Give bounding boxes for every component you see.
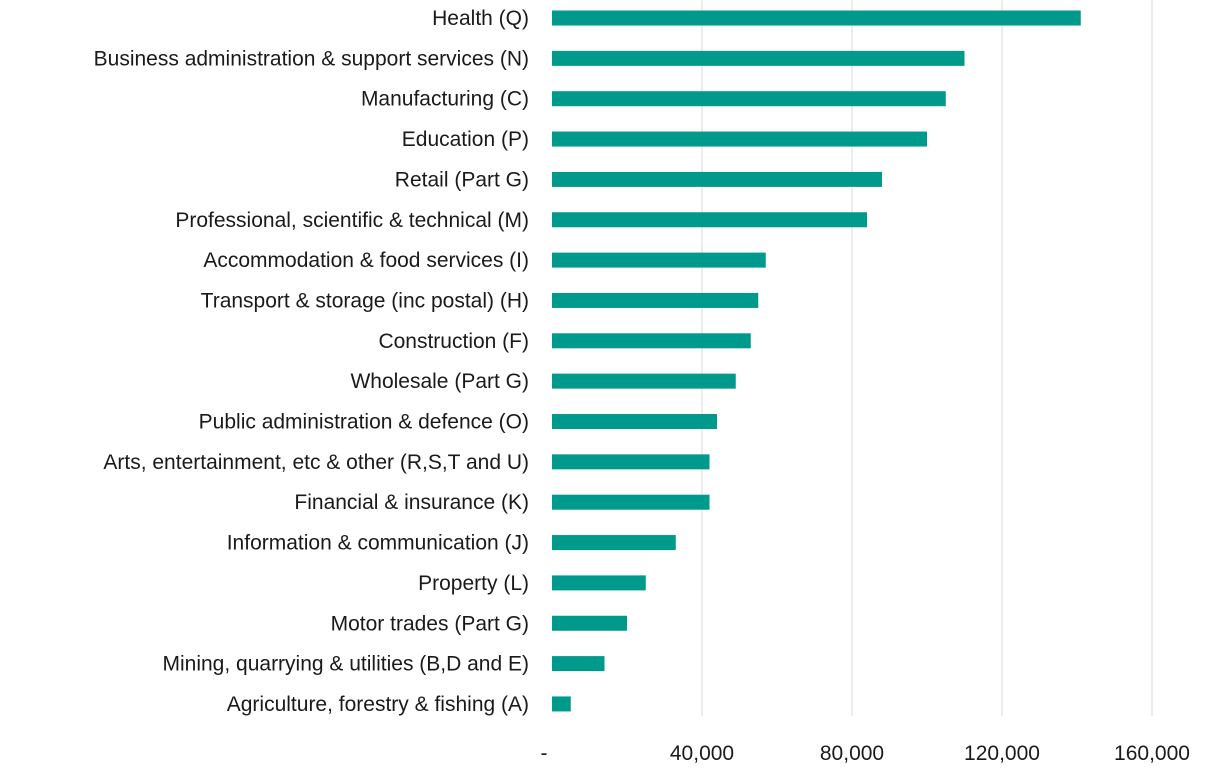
category-label: Accommodation & food services (I)	[203, 249, 529, 272]
x-tick-label: -	[541, 742, 548, 765]
x-tick-label: 120,000	[964, 742, 1040, 765]
category-label: Retail (Part G)	[395, 168, 529, 191]
category-label: Motor trades (Part G)	[331, 612, 529, 635]
bar	[552, 656, 605, 672]
bar	[552, 131, 927, 147]
bar	[552, 494, 710, 510]
bar	[552, 696, 571, 712]
category-label: Professional, scientific & technical (M)	[175, 209, 529, 232]
category-label: Property (L)	[418, 572, 529, 595]
x-tick-label: 160,000	[1114, 742, 1190, 765]
bar	[552, 50, 965, 66]
category-label: Agriculture, forestry & fishing (A)	[227, 693, 529, 716]
category-label: Mining, quarrying & utilities (B,D and E…	[163, 653, 530, 676]
x-tick-label: 80,000	[820, 742, 884, 765]
bar	[552, 414, 717, 429]
category-label: Manufacturing (C)	[361, 88, 529, 111]
bar	[552, 91, 946, 107]
category-label: Arts, entertainment, etc & other (R,S,T …	[103, 451, 529, 474]
category-label: Wholesale (Part G)	[350, 370, 529, 393]
category-label: Public administration & defence (O)	[199, 411, 529, 434]
x-tick-labels: - 40,000 80,000 120,000 160,000	[541, 742, 1190, 765]
category-label: Construction (F)	[378, 330, 529, 353]
category-label: Business administration & support servic…	[94, 47, 529, 70]
bar	[552, 454, 710, 470]
bar	[552, 615, 627, 631]
bar	[552, 373, 736, 389]
bar	[552, 171, 882, 187]
bar	[552, 252, 766, 268]
bar	[552, 575, 646, 591]
bar	[552, 333, 751, 349]
category-label: Education (P)	[402, 128, 529, 151]
bar	[552, 292, 759, 308]
category-label: Transport & storage (inc postal) (H)	[201, 289, 529, 312]
category-labels: Health (Q) Business administration & supp…	[94, 7, 529, 716]
category-label: Financial & insurance (K)	[294, 491, 529, 514]
bar	[552, 212, 867, 228]
bar	[552, 535, 676, 551]
gridlines	[701, 0, 1153, 716]
category-label: Information & communication (J)	[227, 532, 529, 555]
bars	[552, 10, 1081, 712]
bar	[552, 10, 1081, 26]
x-tick-label: 40,000	[670, 742, 734, 765]
category-label: Health (Q)	[432, 7, 529, 30]
